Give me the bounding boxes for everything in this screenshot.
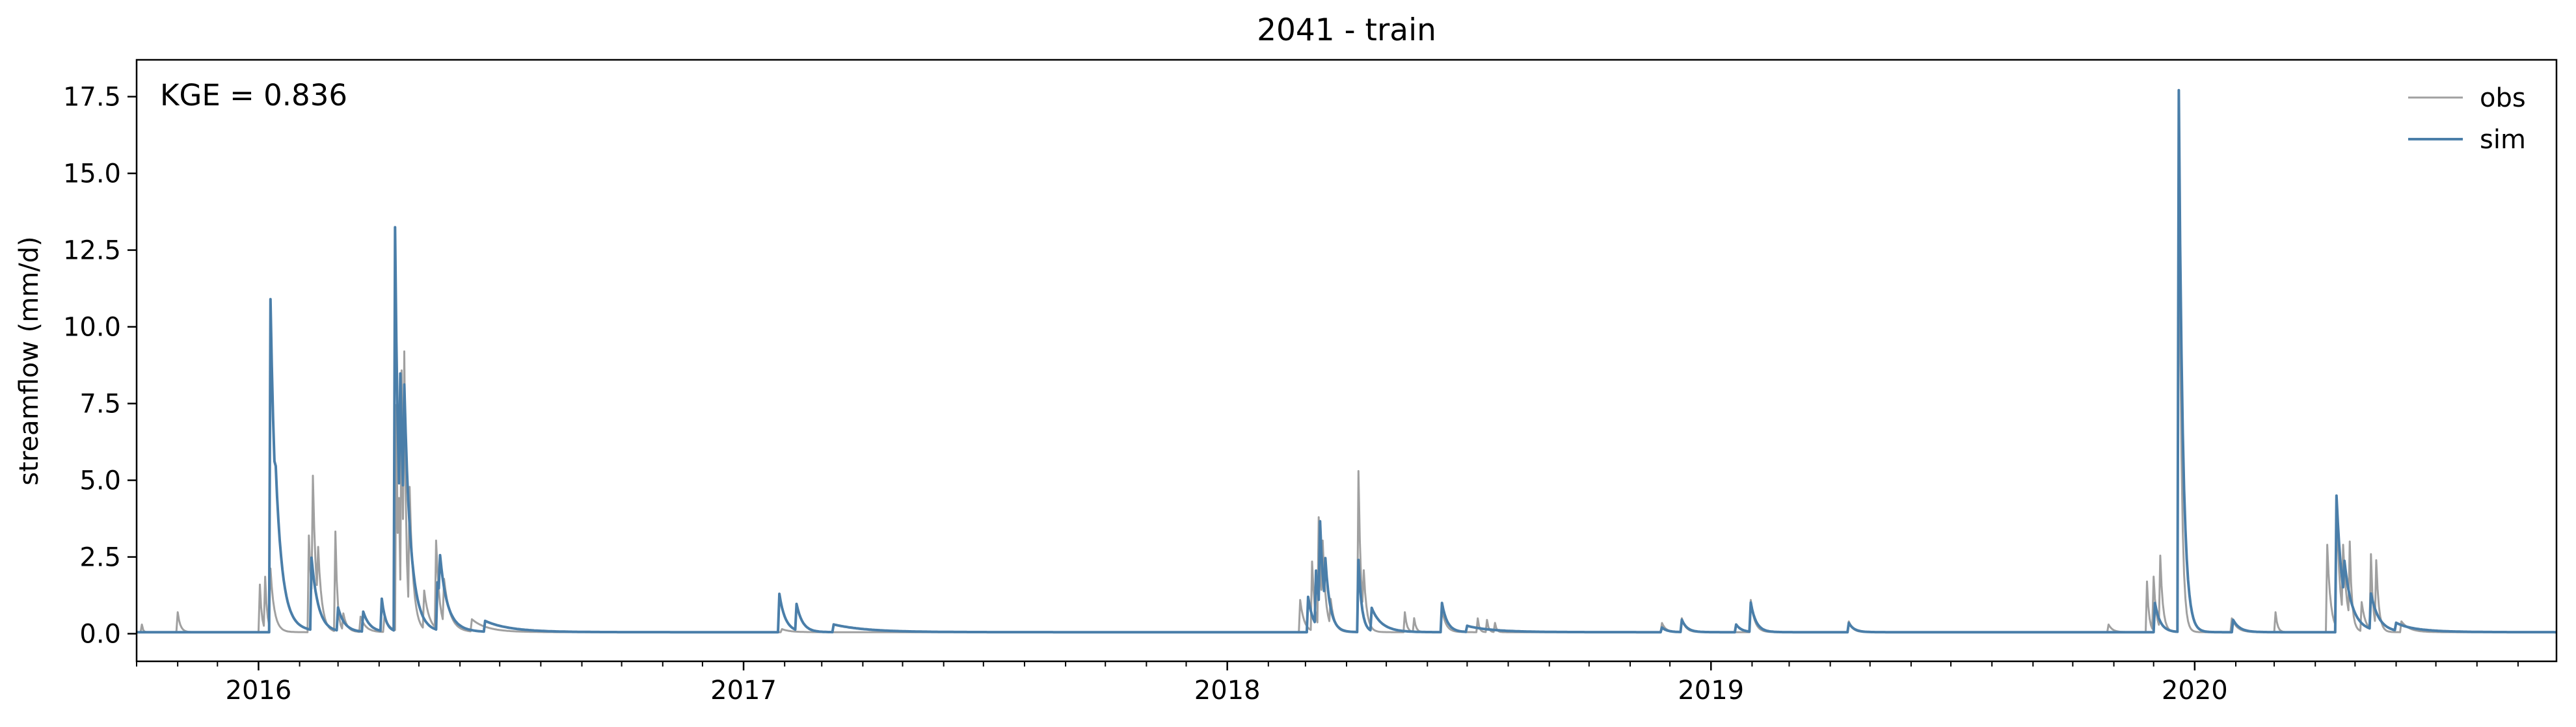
x-tick-label: 2020 xyxy=(2162,676,2228,706)
y-tick-label: 0.0 xyxy=(79,620,121,650)
plot-background xyxy=(137,60,2556,661)
y-tick-label: 10.0 xyxy=(63,313,121,343)
kge-annotation: KGE = 0.836 xyxy=(160,78,347,112)
x-tick-label: 2018 xyxy=(1194,676,1261,706)
y-tick-label: 7.5 xyxy=(79,390,121,419)
y-tick-label: 5.0 xyxy=(79,466,121,496)
legend: obs sim xyxy=(2408,83,2526,155)
plot-area xyxy=(137,60,2556,661)
y-tick-label: 17.5 xyxy=(63,83,121,112)
y-tick-label: 15.0 xyxy=(63,159,121,189)
x-tick-label: 2017 xyxy=(710,676,777,706)
y-axis: 0.0 2.5 5.0 7.5 10.0 12.5 15.0 17.5 xyxy=(63,83,137,650)
x-axis: 2016 2017 2018 2019 2020 xyxy=(136,661,2519,706)
chart-title: 2041 - train xyxy=(1257,12,1436,48)
legend-label-sim: sim xyxy=(2480,125,2526,155)
legend-label-obs: obs xyxy=(2480,83,2526,113)
y-tick-label: 2.5 xyxy=(79,543,121,573)
y-tick-label: 12.5 xyxy=(63,236,121,266)
series-layer xyxy=(137,88,2556,634)
series-line-sim xyxy=(137,88,2556,634)
x-tick-label: 2016 xyxy=(226,676,292,706)
y-axis-label: streamflow (mm/d) xyxy=(14,236,44,485)
x-tick-label: 2019 xyxy=(1678,676,1744,706)
